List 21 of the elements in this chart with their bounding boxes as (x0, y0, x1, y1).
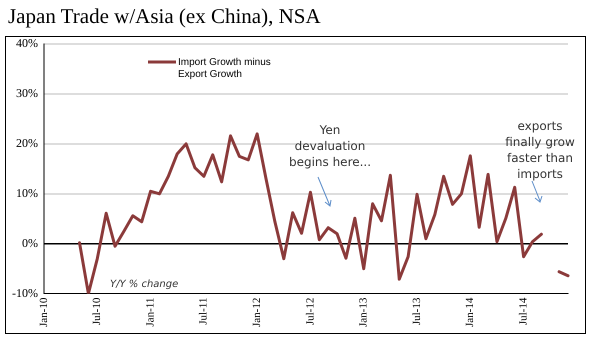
chart-title: Japan Trade w/Asia (ex China), NSA (8, 4, 321, 29)
x-tick-label: Jan-10 (38, 297, 50, 327)
x-tick-label: Jul-12 (304, 298, 316, 326)
y-tick-label: -10% (12, 286, 38, 300)
y-tick-label: 40% (16, 36, 38, 50)
annotation: exports finally grow faster than imports (505, 119, 575, 181)
legend-label: Import Growth minus Export Growth (178, 56, 271, 80)
x-tick-label: Jan-11 (144, 298, 156, 327)
annotation: Y/Y % change (110, 279, 178, 290)
x-tick-label: Jan-13 (358, 297, 370, 327)
y-tick-label: 20% (16, 136, 38, 150)
annotation: Yen devaluation begins here... (288, 123, 372, 169)
x-tick-label: Jan-12 (251, 298, 264, 327)
x-tick-label: Jul-13 (410, 297, 423, 326)
x-tick-label: Jul-11 (198, 298, 210, 325)
x-tick-label: Jan-14 (464, 297, 476, 327)
y-tick-label: 30% (16, 86, 38, 100)
x-tick-label: Jul-14 (517, 297, 530, 326)
y-tick-label: 0% (22, 236, 38, 250)
x-tick-label: Jul-10 (91, 297, 104, 326)
y-tick-label: 10% (16, 186, 38, 200)
